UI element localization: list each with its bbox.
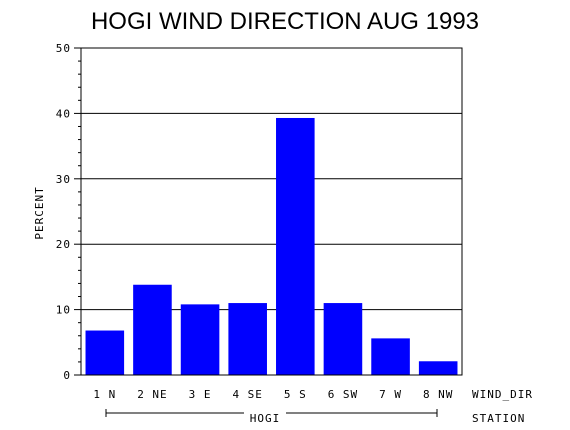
- chart-title: HOGI WIND DIRECTION AUG 1993: [91, 8, 479, 35]
- x-tick-label: 1 N: [93, 388, 116, 401]
- bar: [228, 303, 267, 375]
- x-tick-label: 2 NE: [137, 388, 168, 401]
- bar: [323, 303, 363, 375]
- y-tick-label: 20: [56, 238, 71, 251]
- y-axis-ticks: 0 10 20 30 40 50: [56, 42, 81, 382]
- x-tick-label: 4 SE: [232, 388, 263, 401]
- group-label-backdrop: [244, 405, 286, 421]
- plot-frame: [80, 47, 463, 376]
- bar: [180, 304, 220, 375]
- bars: [85, 117, 458, 375]
- y-axis-label: PERCENT: [33, 186, 46, 239]
- bar: [371, 338, 410, 375]
- x-tick-label: 6 SW: [328, 388, 359, 401]
- x-axis-labels: 1 N 2 NE 3 E 4 SE 5 S 6 SW 7 W 8 NW: [93, 388, 454, 401]
- y-tick-label: 40: [56, 107, 71, 120]
- x-axis-label: WIND_DIR: [472, 388, 533, 401]
- group-label: HOGI: [250, 412, 281, 425]
- x-tick-label: 8 NW: [423, 388, 454, 401]
- bar: [133, 284, 172, 375]
- bar: [85, 330, 125, 375]
- x-tick-label: 3 E: [189, 388, 212, 401]
- y-tick-label: 10: [56, 304, 71, 317]
- group-axis-label: STATION: [472, 412, 525, 425]
- y-tick-label: 50: [56, 42, 71, 55]
- y-tick-label: 30: [56, 173, 71, 186]
- bar: [418, 361, 458, 375]
- y-tick-label: 0: [63, 369, 71, 382]
- x-tick-label: 7 W: [379, 388, 402, 401]
- bar: [276, 117, 315, 375]
- x-tick-label: 5 S: [284, 388, 307, 401]
- gridlines: [81, 47, 462, 311]
